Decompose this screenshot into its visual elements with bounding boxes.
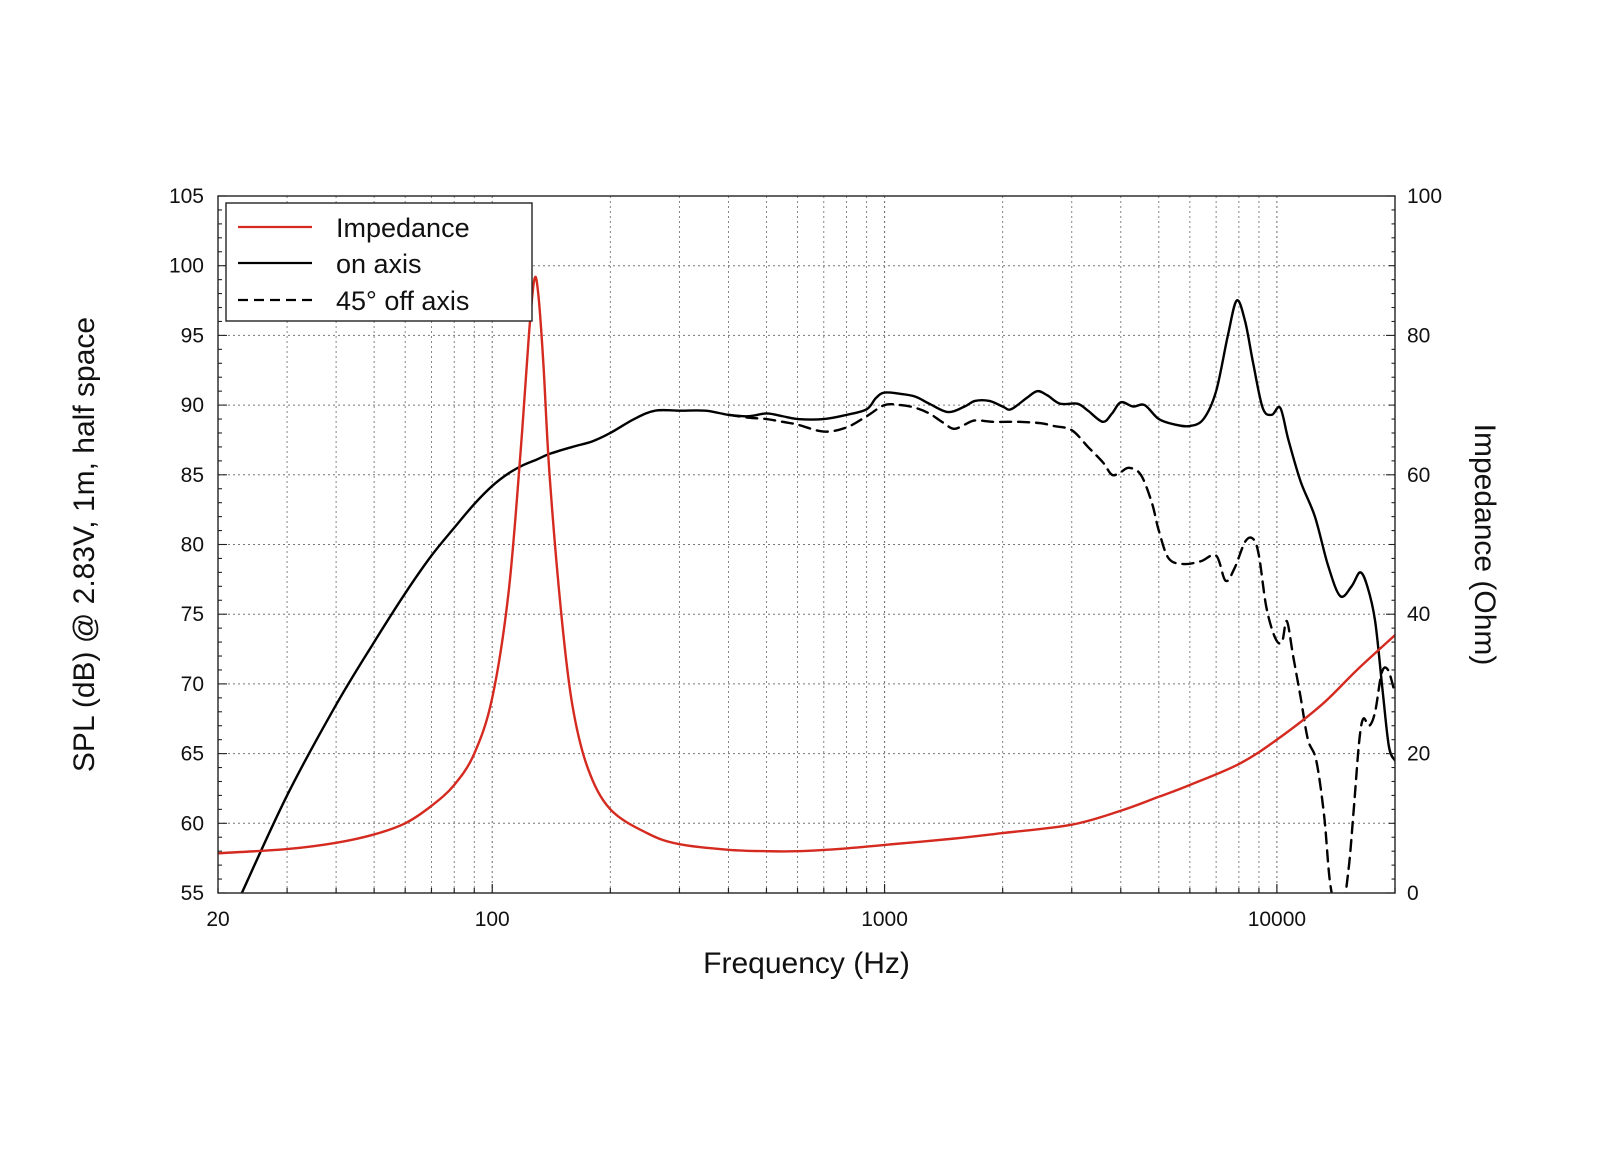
series-off-axis bbox=[727, 402, 1395, 893]
y-left-tick-label: 70 bbox=[181, 673, 204, 696]
grid-minor-lines bbox=[286, 196, 1260, 893]
y-left-tick-label: 65 bbox=[181, 743, 204, 766]
x-axis-title: Frequency (Hz) bbox=[703, 947, 910, 980]
legend: Impedance on axis 45° off axis bbox=[225, 202, 533, 322]
y-left-tick-label: 90 bbox=[181, 394, 204, 417]
axis-ticks bbox=[217, 195, 1396, 894]
plot-series bbox=[218, 275, 1395, 893]
y-right-tick-label: 20 bbox=[1407, 743, 1430, 766]
y-left-axis-title: SPL (dB) @ 2.83V, 1m, half space bbox=[68, 317, 101, 772]
y-right-tick-label: 100 bbox=[1407, 185, 1442, 208]
y-left-tick-label: 100 bbox=[169, 255, 204, 278]
x-tick-label: 1000 bbox=[861, 908, 908, 931]
series-on-axis bbox=[240, 299, 1395, 893]
legend-label-on-axis: on axis bbox=[336, 249, 422, 279]
legend-label-off-axis: 45° off axis bbox=[336, 286, 469, 316]
x-tick-label: 20 bbox=[206, 908, 229, 931]
y-left-tick-label: 85 bbox=[181, 464, 204, 487]
tick-labels: 20 100 1000 10000 55 60 65 70 75 80 85 90 95 100 105 0 2… bbox=[169, 185, 1442, 931]
legend-label-impedance: Impedance bbox=[336, 213, 470, 243]
y-left-tick-label: 55 bbox=[181, 882, 204, 905]
y-left-tick-label: 60 bbox=[181, 812, 204, 835]
y-left-tick-label: 95 bbox=[181, 324, 204, 347]
y-right-axis-title: Impedance (Ohm) bbox=[1468, 424, 1501, 666]
y-left-tick-label: 80 bbox=[181, 534, 204, 557]
y-right-tick-label: 40 bbox=[1407, 603, 1430, 626]
x-tick-label: 10000 bbox=[1248, 908, 1306, 931]
y-left-tick-label: 105 bbox=[169, 185, 204, 208]
y-right-tick-label: 80 bbox=[1407, 324, 1430, 347]
series-impedance bbox=[218, 275, 1395, 855]
y-left-tick-label: 75 bbox=[181, 603, 204, 626]
x-tick-label: 100 bbox=[475, 908, 510, 931]
y-right-tick-label: 60 bbox=[1407, 464, 1430, 487]
y-right-tick-label: 0 bbox=[1407, 882, 1419, 905]
